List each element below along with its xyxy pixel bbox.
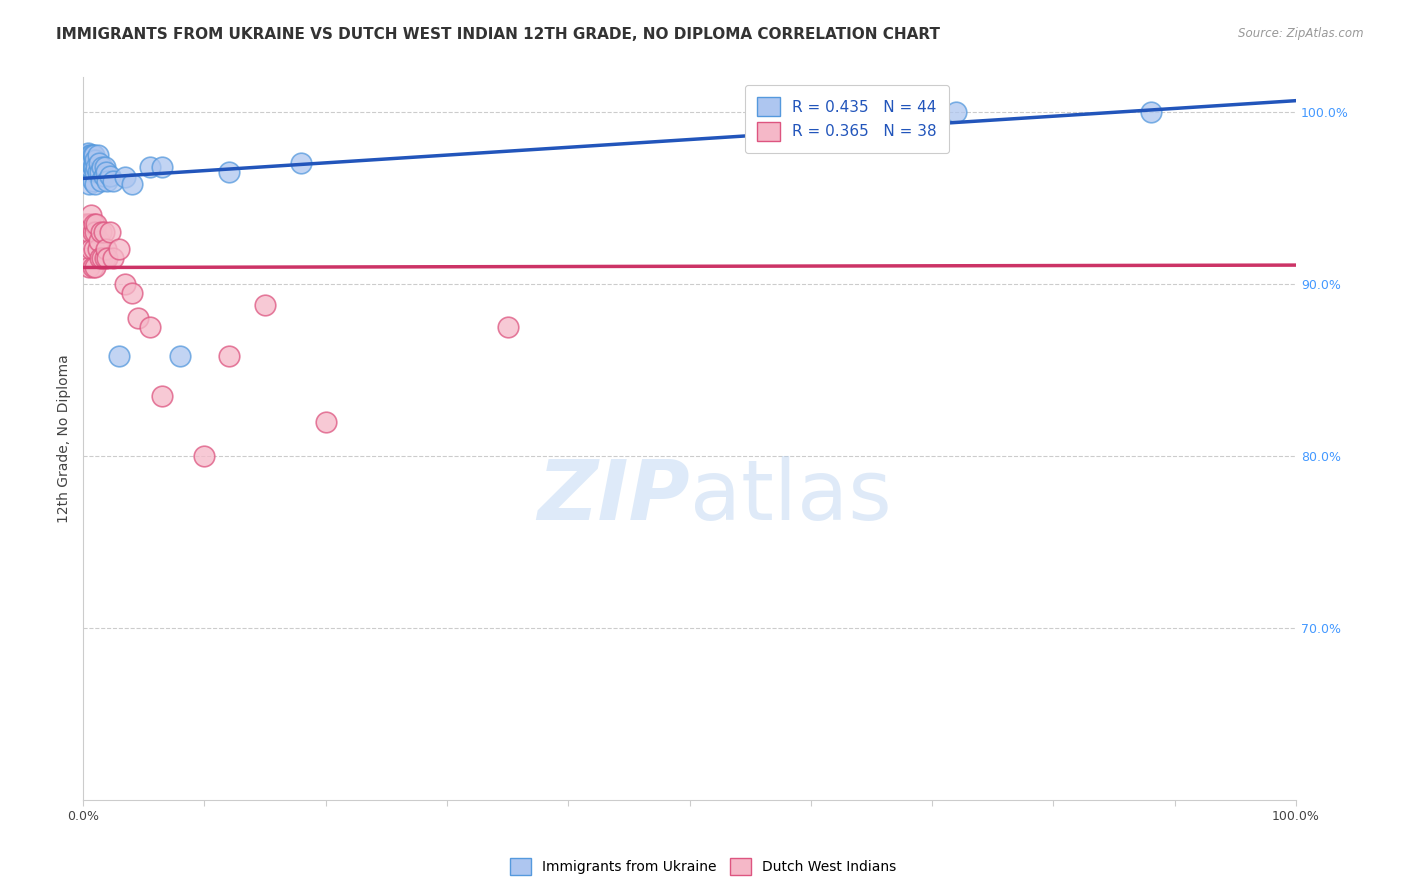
Point [121,177,143,191]
Legend: R = 0.435   N = 44, R = 0.365   N = 38: R = 0.435 N = 44, R = 0.365 N = 38 [745,85,949,153]
Point [84,165,107,179]
Point [824,104,846,119]
Point [76,148,98,162]
Point [83,243,105,257]
Point [121,285,143,300]
Point [80,148,103,162]
Point [98,169,121,183]
Point [76,146,98,161]
Point [79,148,101,162]
Point [114,170,136,185]
Point [86,217,108,231]
Point [76,160,98,174]
Point [94,160,117,174]
Point [77,177,100,191]
Point [75,156,97,170]
Text: ZIP: ZIP [537,456,689,537]
Point [89,165,111,179]
Point [83,148,105,162]
Point [87,234,110,248]
Point [290,156,312,170]
Point [82,174,104,188]
Point [82,260,104,274]
Point [93,225,115,239]
Point [138,319,160,334]
Point [253,297,276,311]
Point [87,156,110,170]
Point [77,165,100,179]
Point [114,277,136,291]
Point [84,225,107,239]
Point [84,177,107,191]
Point [103,251,125,265]
Point [94,243,117,257]
Point [75,217,97,231]
Point [80,156,103,170]
Point [79,160,101,174]
Point [79,217,101,231]
Point [127,311,149,326]
Point [80,208,103,222]
Point [82,225,104,239]
Point [824,104,846,119]
Point [96,174,118,188]
Point [108,349,131,363]
Point [169,349,191,363]
Point [90,174,112,188]
Point [89,251,111,265]
Point [76,154,98,169]
Point [91,160,114,174]
Text: IMMIGRANTS FROM UKRAINE VS DUTCH WEST INDIAN 12TH GRADE, NO DIPLOMA CORRELATION : IMMIGRANTS FROM UKRAINE VS DUTCH WEST IN… [56,27,941,42]
Point [150,389,173,403]
Point [945,104,967,119]
Point [80,243,103,257]
Point [150,160,173,174]
Point [98,225,121,239]
Legend: Immigrants from Ukraine, Dutch West Indians: Immigrants from Ukraine, Dutch West Indi… [505,853,901,880]
Point [77,260,100,274]
Point [90,225,112,239]
Point [76,251,98,265]
Point [83,160,105,174]
Point [84,260,107,274]
Point [91,251,114,265]
Point [82,148,104,162]
Point [94,165,117,179]
Y-axis label: 12th Grade, No Diploma: 12th Grade, No Diploma [58,354,72,523]
Point [218,349,240,363]
Point [76,217,98,231]
Point [108,243,131,257]
Point [86,165,108,179]
Point [1139,104,1161,119]
Text: atlas: atlas [689,456,891,537]
Point [193,449,215,463]
Point [138,160,160,174]
Point [86,243,108,257]
Text: Source: ZipAtlas.com: Source: ZipAtlas.com [1239,27,1364,40]
Point [94,251,117,265]
Point [77,225,100,239]
Point [96,251,118,265]
Point [86,148,108,162]
Point [496,319,519,334]
Point [93,169,115,183]
Point [77,153,100,167]
Point [315,415,337,429]
Point [82,160,104,174]
Point [103,174,125,188]
Point [218,165,240,179]
Point [84,153,107,167]
Point [83,217,105,231]
Point [86,160,108,174]
